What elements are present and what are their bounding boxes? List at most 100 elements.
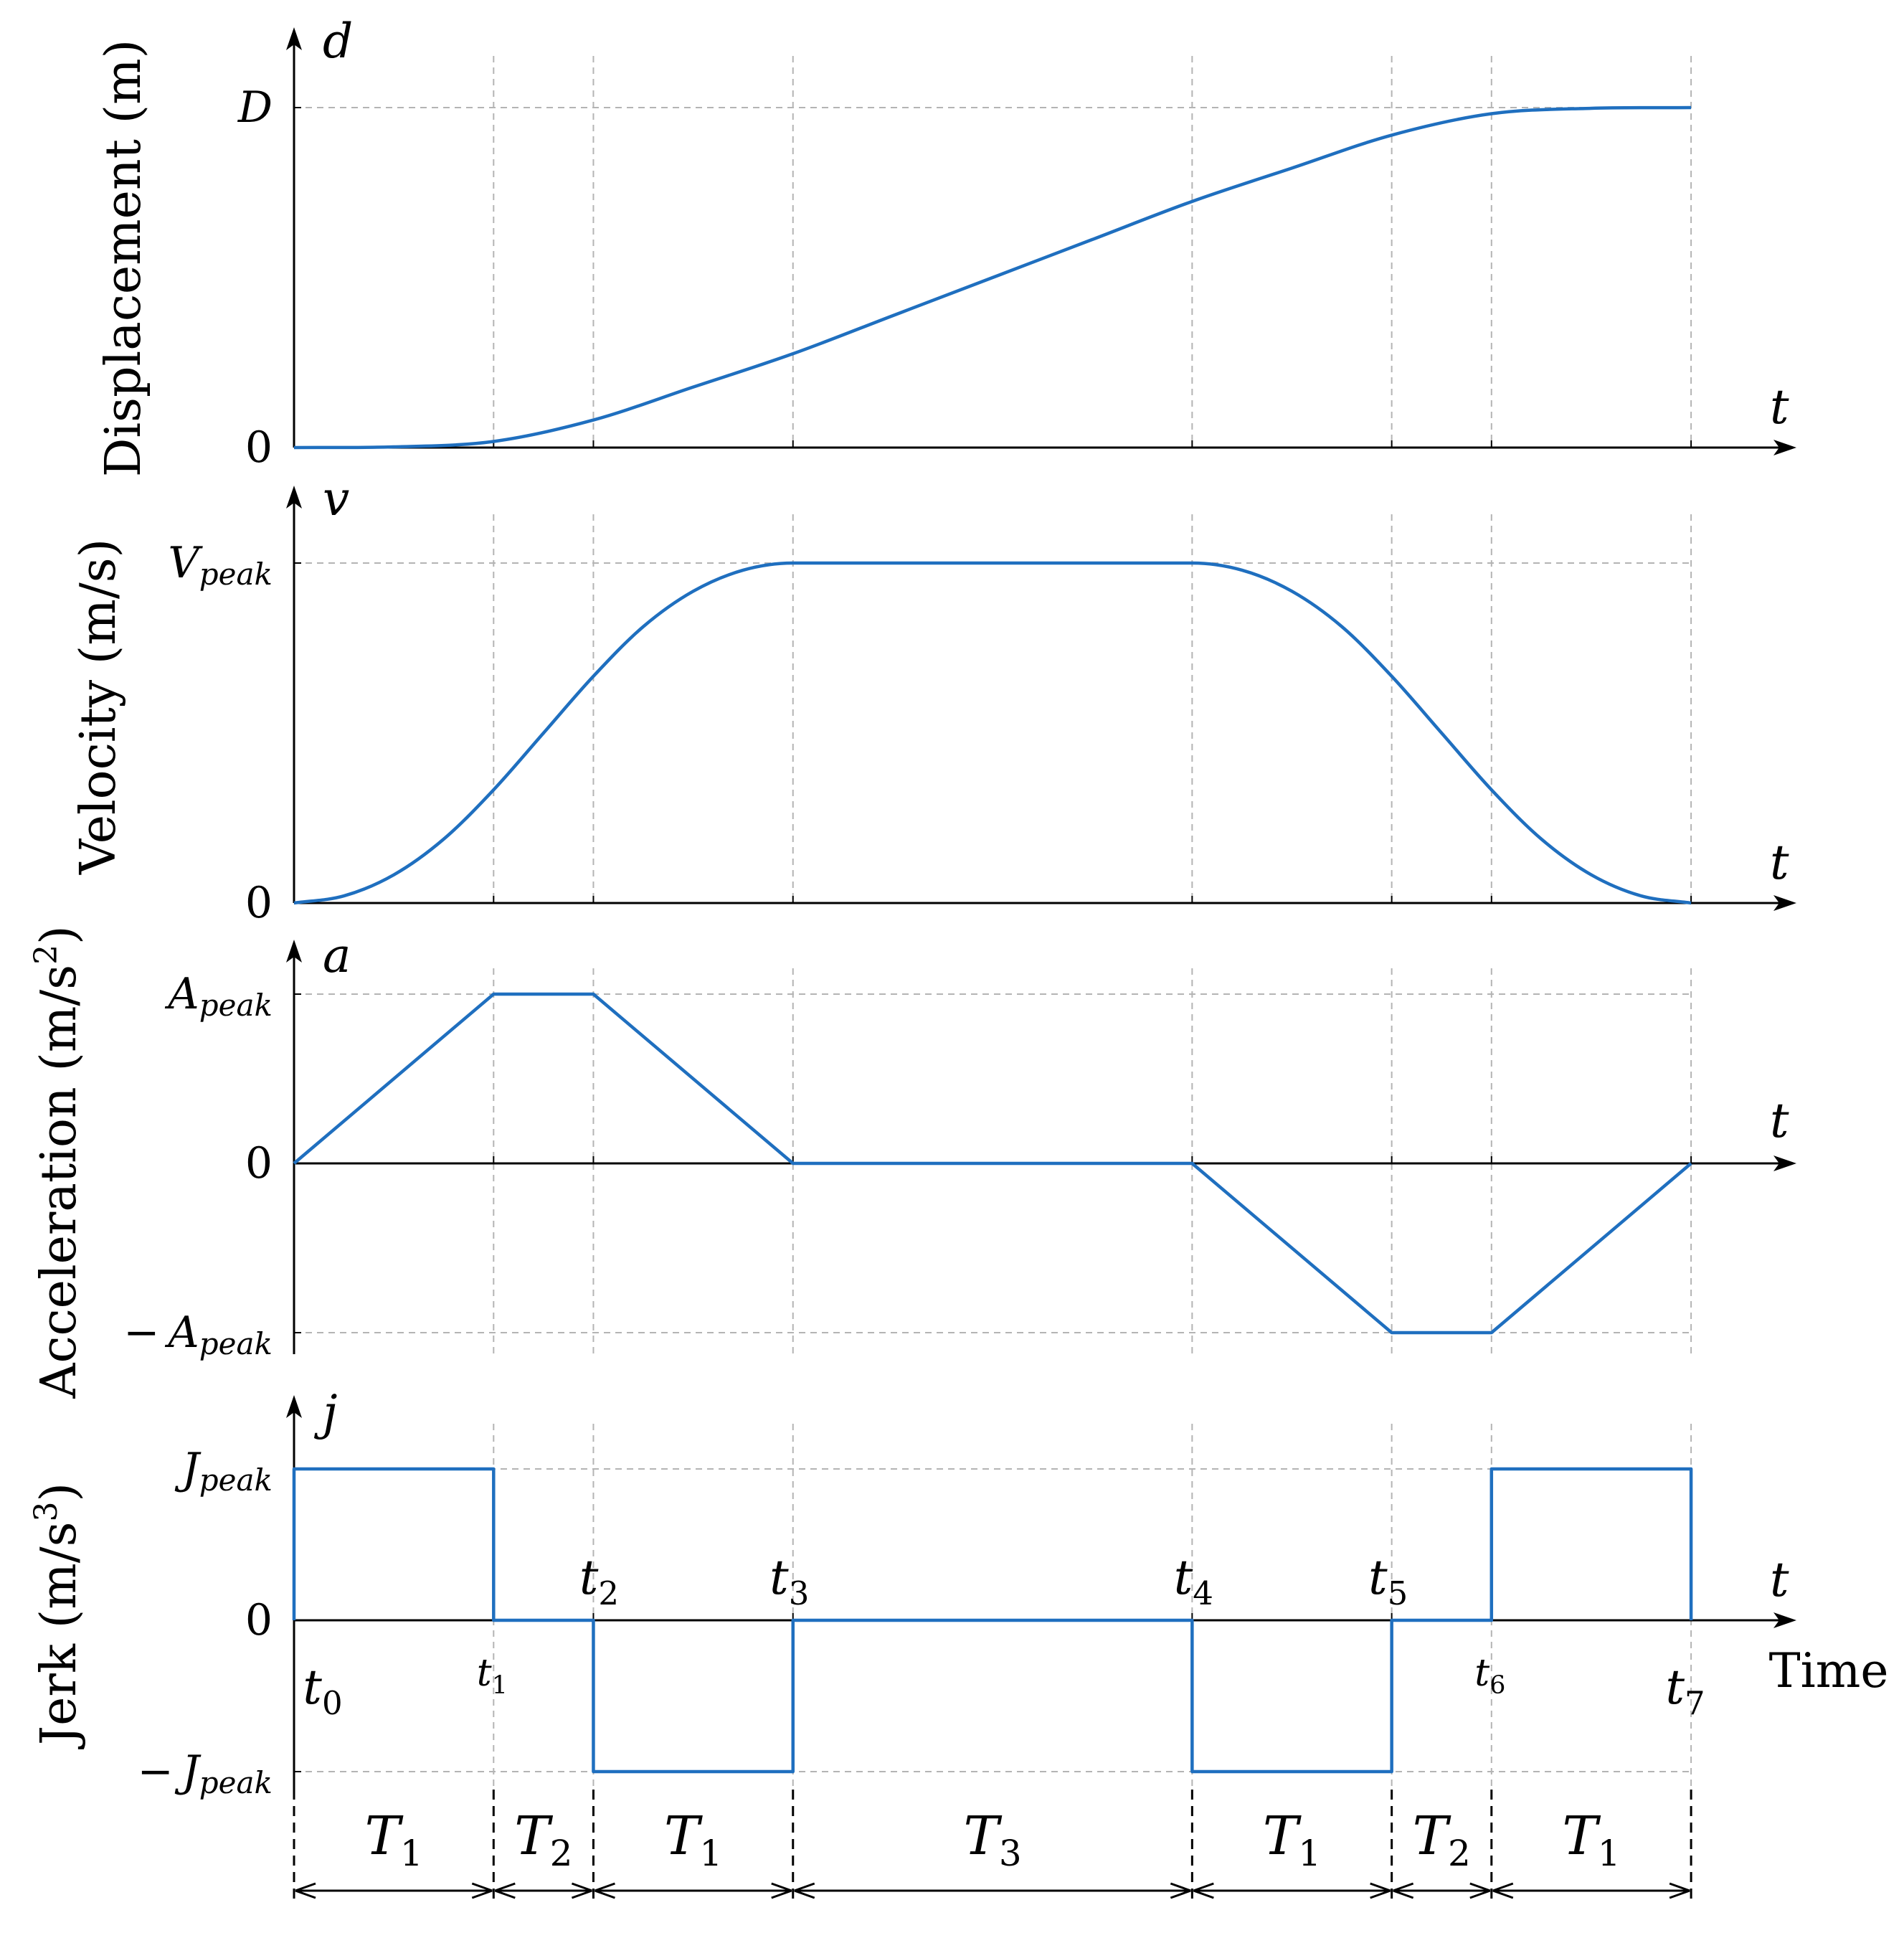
interval-label-subscript: 1 [1298, 1833, 1321, 1874]
tick-number: 0 [245, 1595, 273, 1645]
interval-label-subscript: 1 [400, 1833, 423, 1874]
time-label-subscript: 5 [1388, 1574, 1408, 1612]
axis-label-text: Displacement (m) [95, 39, 152, 477]
y-tick-label: 0 [245, 422, 273, 473]
axes-layer [286, 27, 1796, 1792]
interval-label-base: T [1562, 1805, 1601, 1867]
time-label-base: t [579, 1550, 599, 1605]
time-label-base: t [1174, 1550, 1193, 1605]
acceleration-symbol: a [323, 928, 351, 983]
interval-arrow-right [571, 1882, 592, 1899]
interval-label: T1 [1562, 1805, 1620, 1874]
displacement-symbol: d [323, 14, 353, 69]
interval-label: T2 [514, 1805, 572, 1874]
time-label: t0 [303, 1660, 342, 1722]
grid-layer [294, 56, 1692, 1792]
interval-label-base: T [664, 1805, 703, 1867]
interval-label: T1 [664, 1805, 722, 1874]
tick-subscript: peak [199, 557, 273, 592]
acceleration-curve [293, 992, 1692, 1335]
time-label-base: t [303, 1660, 322, 1715]
interval-arrow-left [1393, 1882, 1414, 1899]
interval-arrow-right [1370, 1882, 1391, 1899]
interval-label-base: T [365, 1805, 404, 1867]
interval-arrow-right [1469, 1882, 1491, 1899]
time-label: t1 [477, 1652, 508, 1700]
time-label-subscript: 2 [598, 1574, 619, 1612]
interval-arrow-left [1492, 1882, 1514, 1899]
interval-arrow-left [1193, 1882, 1214, 1899]
time-label-subscript: 6 [1489, 1671, 1505, 1700]
y-tick-label: Vpeak [168, 538, 273, 592]
intervals-layer: T1 T2 T1 T3 T1 T2 T1 [293, 1790, 1692, 1904]
velocity-curve [293, 561, 1692, 905]
time-label-base: t [1666, 1660, 1685, 1715]
tick-subscript: peak [199, 988, 273, 1023]
axis-label-text: Jerk (m/s [31, 1521, 87, 1749]
interval-label-subscript: 2 [550, 1833, 573, 1874]
axis-label-text: ) [31, 925, 87, 945]
tick-number: 0 [245, 1138, 273, 1188]
y-axis-arrow [286, 486, 302, 509]
axis-label-superscript: 3 [28, 1501, 65, 1521]
tick-number: 0 [245, 878, 273, 928]
tick-symbol: D [237, 82, 273, 133]
interval-label: T2 [1413, 1805, 1471, 1874]
minus-sign: − [137, 1747, 181, 1797]
interval-arrow-right [1669, 1882, 1690, 1899]
y-tick-label: Jpeak [174, 1444, 273, 1498]
interval-label-subscript: 1 [699, 1833, 722, 1874]
interval-arrow-right [771, 1882, 792, 1899]
time-label-subscript: 1 [492, 1671, 508, 1700]
time-label-base: t [769, 1550, 789, 1605]
axis-label-superscript: 2 [28, 945, 65, 965]
interval-label-base: T [514, 1805, 553, 1867]
time-label-base: t [477, 1652, 492, 1695]
time-label-subscript: 0 [322, 1684, 343, 1722]
time-label: t2 [579, 1550, 619, 1612]
time-label-base: t [1474, 1652, 1489, 1695]
tick-subscript: peak [199, 1765, 273, 1800]
interval-arrow-left [494, 1882, 516, 1899]
interval-arrow-left [295, 1882, 316, 1899]
tick-subscript: peak [199, 1326, 273, 1361]
y-tick-label: 0 [245, 878, 273, 928]
axis-label-text: Velocity (m/s) [70, 539, 127, 875]
interval-arrow-right [471, 1882, 493, 1899]
interval-label-base: T [1263, 1805, 1302, 1867]
interval-label-base: T [963, 1805, 1002, 1867]
velocity-axis-label: Velocity (m/s) [70, 539, 127, 875]
time-label-subscript: 4 [1193, 1574, 1213, 1612]
y-tick-label: − Apeak [123, 1308, 273, 1361]
tick-number: 0 [245, 422, 273, 473]
axis-label-text: ) [31, 1483, 87, 1502]
jerk-axis-label: Jerk (m/s3) [28, 1483, 87, 1749]
interval-label: T1 [1263, 1805, 1321, 1874]
interval-label-subscript: 2 [1448, 1833, 1471, 1874]
time-label: t6 [1474, 1652, 1505, 1700]
interval-arrow-left [594, 1882, 615, 1899]
y-tick-label: Apeak [164, 969, 273, 1023]
time-label: t4 [1174, 1550, 1213, 1612]
y-tick-label: 0 [245, 1595, 273, 1645]
tick-symbol: J [174, 1444, 202, 1494]
y-axis-arrow [286, 27, 302, 50]
displacement-curve [293, 105, 1692, 450]
curves-layer [292, 105, 1693, 1774]
velocity-symbol: v [323, 471, 349, 526]
time-label: t3 [769, 1550, 809, 1612]
jerk-symbol: j [313, 1385, 337, 1440]
x-axis-arrow [1773, 1612, 1796, 1628]
x-axis-arrow [1773, 895, 1796, 911]
x-axis-symbol: t [1770, 1552, 1789, 1607]
x-axis-symbol: t [1770, 835, 1789, 890]
tick-symbol: V [168, 538, 203, 588]
displacement-axis-label: Displacement (m) [95, 39, 152, 477]
tick-subscript: peak [199, 1462, 273, 1498]
time-label: t5 [1368, 1550, 1408, 1612]
interval-label: T3 [963, 1805, 1021, 1874]
interval-label: T1 [365, 1805, 423, 1874]
x-axis-symbol: t [1770, 379, 1789, 435]
